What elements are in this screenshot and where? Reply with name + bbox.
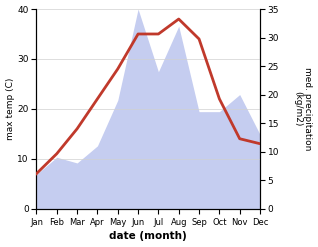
Y-axis label: med. precipitation
(kg/m2): med. precipitation (kg/m2) — [293, 67, 313, 150]
X-axis label: date (month): date (month) — [109, 231, 187, 242]
Y-axis label: max temp (C): max temp (C) — [5, 78, 15, 140]
